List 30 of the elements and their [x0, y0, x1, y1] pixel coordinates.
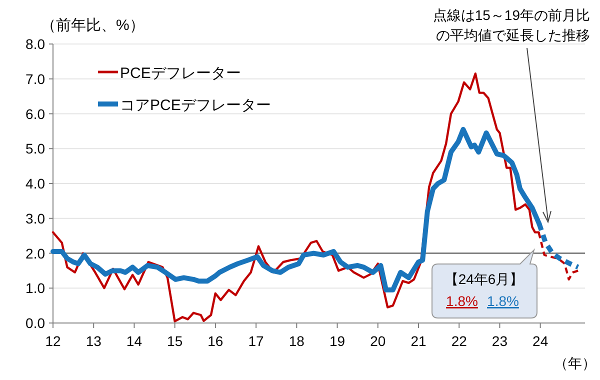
x-axis-title: （年）: [554, 355, 596, 371]
y-tick-label: 1.0: [26, 280, 46, 296]
x-tick-label: 21: [410, 333, 426, 349]
y-tick-label: 2.0: [26, 245, 46, 262]
x-tick-label: 19: [329, 333, 346, 349]
y-tick-label: 0.0: [26, 315, 46, 331]
x-tick-label: 23: [492, 333, 508, 349]
y-tick-label: 8.0: [26, 36, 46, 52]
y-axis-title: （前年比、%）: [41, 17, 144, 34]
annotation: 1.8%: [487, 293, 519, 309]
x-tick-label: 17: [248, 333, 264, 349]
x-tick-label: 15: [167, 333, 183, 349]
y-tick-label: 7.0: [26, 70, 46, 87]
x-tick-label: 20: [370, 333, 386, 349]
x-tick-label: 22: [451, 333, 468, 349]
annotation: 【24年6月】: [444, 271, 524, 287]
x-tick-label: 14: [126, 333, 142, 349]
y-tick-label: 4.0: [26, 176, 46, 192]
annotation: 1.8%: [446, 293, 478, 309]
x-tick-label: 24: [532, 333, 548, 349]
x-tick-label: 13: [86, 333, 102, 349]
x-tick-label: 18: [288, 333, 305, 349]
y-tick-label: 6.0: [26, 106, 46, 122]
legend-label: PCEデフレーター: [120, 65, 241, 82]
x-tick-label: 12: [45, 333, 61, 349]
x-tick-label: 16: [208, 333, 224, 349]
legend-label: コアPCEデフレーター: [120, 97, 271, 114]
y-tick-label: 5.0: [26, 140, 46, 157]
text: 点線は15～19年の前月比の平均値で延長した推移: [432, 7, 590, 43]
y-tick-label: 3.0: [26, 210, 46, 226]
